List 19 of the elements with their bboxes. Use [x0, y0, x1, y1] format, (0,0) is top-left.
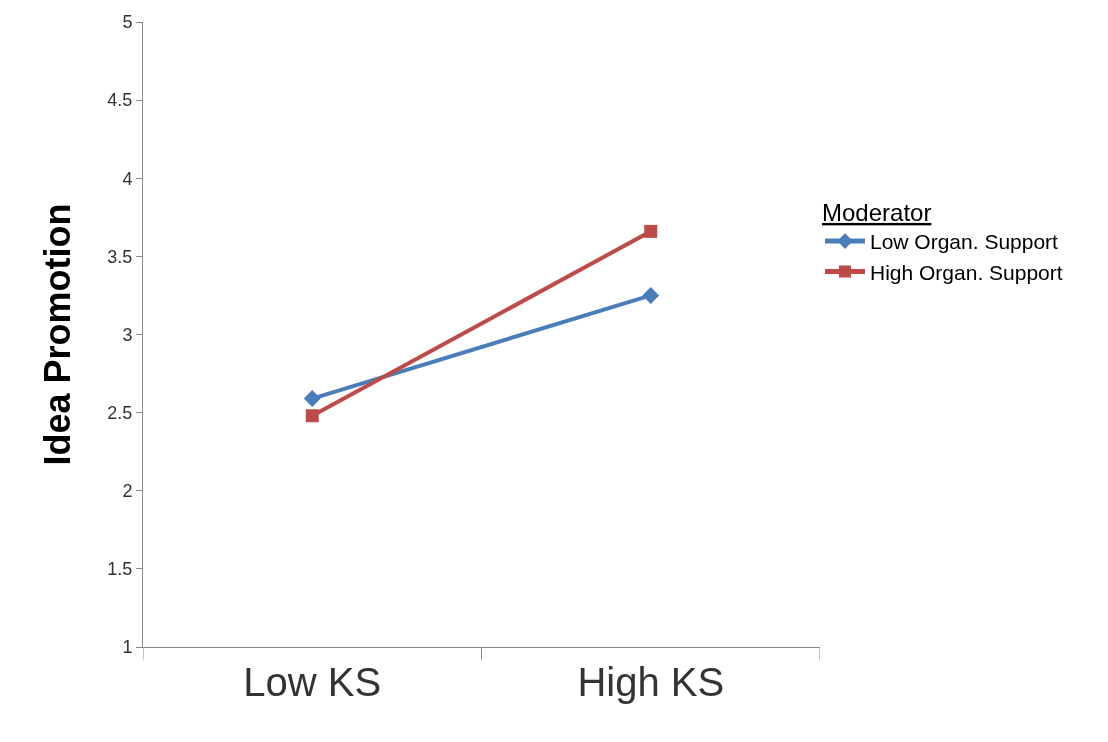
y-tick-label: 5: [122, 12, 133, 33]
y-tick-label: 4.5: [107, 90, 133, 111]
point: [303, 390, 321, 408]
y-tick-label: 4: [122, 168, 133, 189]
point: [644, 224, 658, 238]
y-tick-label: 1.5: [107, 559, 133, 580]
x-tick-label: Low KS: [243, 660, 382, 704]
y-tick-label: 3: [122, 324, 133, 345]
legend-title: Moderator: [822, 198, 932, 226]
y-tick-label: 2: [122, 481, 133, 502]
x-tick-label: High KS: [577, 660, 725, 704]
y-tick-label: 1: [122, 637, 133, 658]
legend-label: Low Organ. Support: [870, 230, 1059, 254]
y-tick-label: 3.5: [107, 246, 133, 267]
y-tick-label: 2.5: [107, 402, 133, 423]
y-axis-title: Idea Promotion: [37, 203, 79, 466]
point: [305, 409, 319, 423]
point: [642, 286, 660, 304]
legend-label: High Organ. Support: [870, 260, 1063, 284]
